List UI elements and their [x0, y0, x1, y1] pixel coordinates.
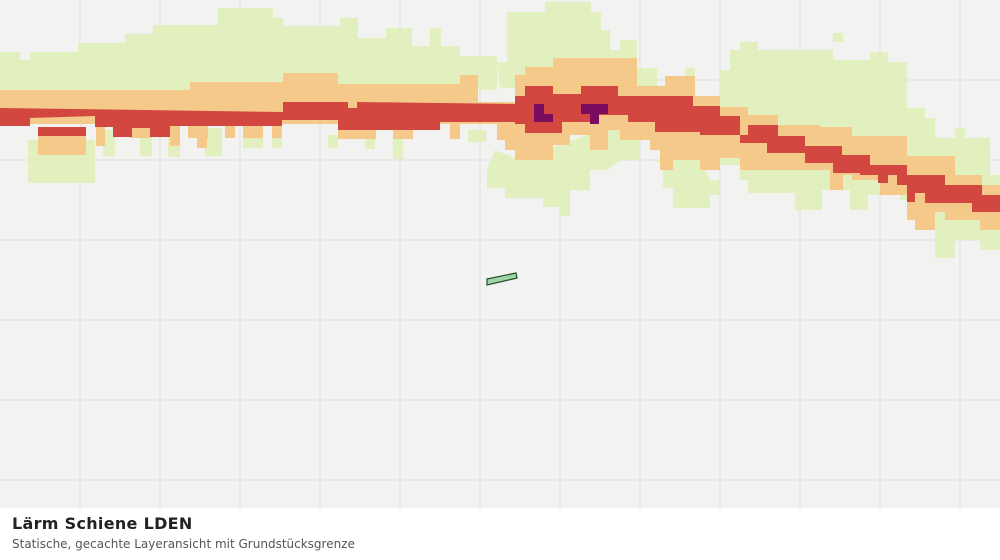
noise-zone-high — [0, 86, 1000, 212]
caption-subtitle: Statische, gecachte Layeransicht mit Gru… — [12, 537, 355, 551]
parcel-boundary — [486, 272, 518, 286]
noise-zone-very-high — [534, 104, 608, 124]
caption-title: Lärm Schiene LDEN — [12, 514, 193, 533]
map — [0, 0, 1000, 508]
caption: Lärm Schiene LDEN Statische, gecachte La… — [0, 508, 1000, 560]
